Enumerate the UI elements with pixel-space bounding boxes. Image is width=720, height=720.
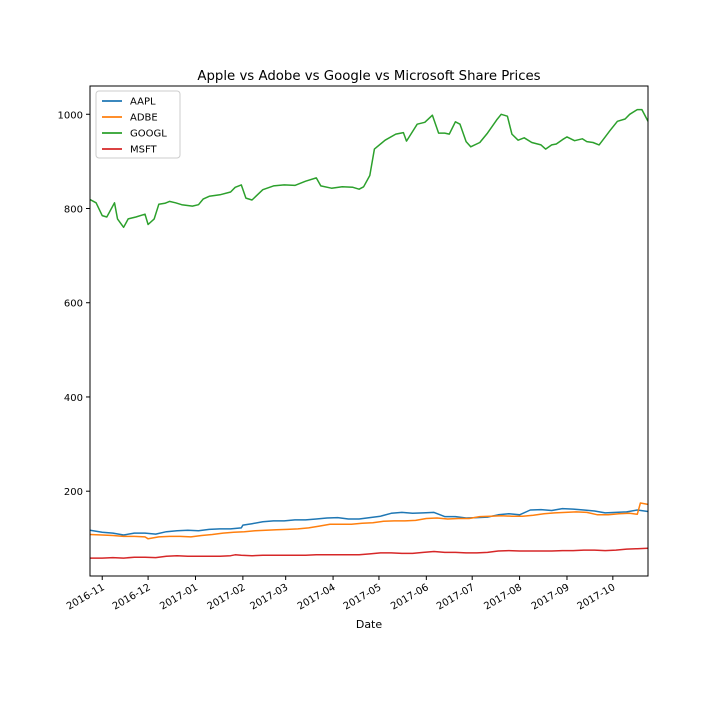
x-axis-label: Date: [356, 618, 383, 631]
y-tick-label: 1000: [58, 110, 83, 121]
legend-box: [95, 90, 181, 159]
legend: AAPL ADBE GOOGL MSFT: [95, 90, 181, 159]
y-axis: 200 400 600 800 1000: [58, 110, 90, 498]
series-line-adbe: [90, 502, 648, 540]
y-tick-label: 400: [64, 393, 83, 404]
y-tick-label: 800: [64, 205, 83, 216]
series-layer: [90, 108, 648, 559]
series-line-msft: [90, 547, 648, 559]
legend-label-googl: GOOGL: [130, 129, 167, 140]
plot-area: [89, 85, 649, 577]
y-tick-label: 200: [64, 487, 83, 498]
legend-label-adbe: ADBE: [130, 113, 158, 124]
legend-label-aapl: AAPL: [130, 97, 156, 108]
series-line-googl: [90, 108, 648, 229]
legend-label-msft: MSFT: [130, 145, 158, 156]
axes-frame: [89, 85, 649, 577]
series-line-aapl: [90, 507, 648, 536]
chart-title: Apple vs Adobe vs Google vs Microsoft Sh…: [197, 69, 540, 84]
y-tick-label: 600: [64, 299, 83, 310]
